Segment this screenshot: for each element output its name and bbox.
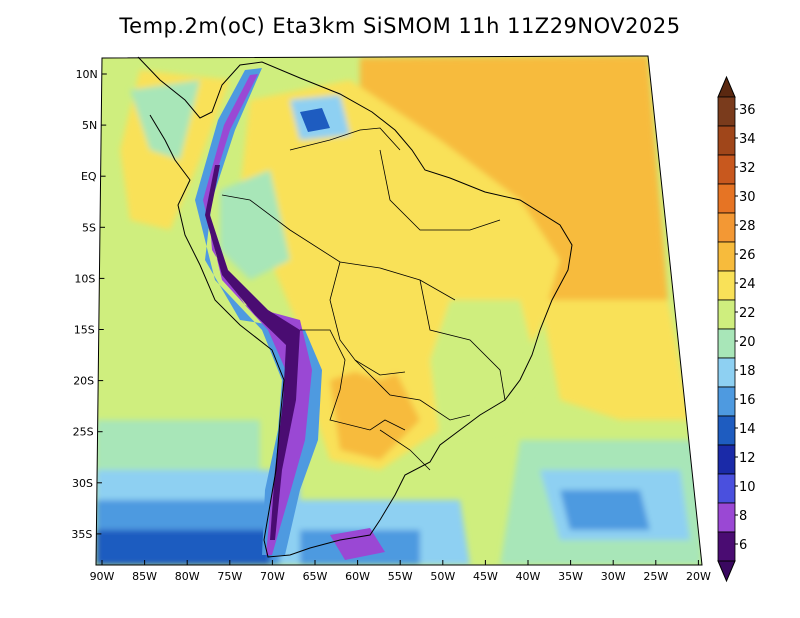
map-frame: [95, 55, 703, 566]
colorbar-label: 24: [739, 277, 756, 292]
temperature-field: [96, 56, 702, 565]
lon-label: 55W: [388, 570, 413, 583]
lon-label: 80W: [175, 570, 200, 583]
colorbar-segment: [717, 531, 736, 562]
lat-label: EQ: [81, 170, 97, 183]
colorbar-top-arrow: [717, 75, 736, 98]
colorbar-label: 32: [739, 161, 756, 176]
colorbar-label: 10: [739, 480, 756, 495]
colorbar-label: 28: [739, 219, 756, 234]
lon-label: 30W: [601, 570, 626, 583]
colorbar-label: 12: [739, 451, 756, 466]
colorbar-label: 8: [739, 509, 747, 524]
coastline: [137, 56, 573, 558]
colorbar-label: 22: [739, 306, 756, 321]
colorbar-segment: [717, 270, 736, 301]
colorbar-segment: [717, 241, 736, 272]
colorbar-label: 36: [739, 103, 756, 118]
colorbar-bottom-arrow: [717, 560, 736, 583]
colorbar-label: 6: [739, 538, 747, 553]
lon-label: 50W: [430, 570, 455, 583]
lon-label: 20W: [686, 570, 711, 583]
colorbar-segment: [717, 183, 736, 214]
colorbar-label: 16: [739, 393, 756, 408]
colorbar-label: 30: [739, 190, 756, 205]
lat-label: 5S: [82, 221, 96, 234]
map-title: Temp.2m(oC) Eta3km SiSMOM 11h 11Z29NOV20…: [119, 14, 681, 38]
colorbar-label: 34: [739, 132, 756, 147]
colorbar-segment: [717, 502, 736, 533]
lat-label: 10N: [76, 68, 98, 81]
longitude-axis: 90W 85W 80W 75W 70W 65W 60W 55W 50W 45W 40W 35W 30W 2…: [90, 560, 711, 583]
lat-label: 5N: [82, 119, 97, 132]
colorbar-segment: [717, 212, 736, 243]
colorbar-label: 14: [739, 422, 756, 437]
country-borders: [221, 127, 506, 471]
lon-label: 65W: [303, 570, 328, 583]
lon-label: 40W: [516, 570, 541, 583]
colorbar-label: 26: [739, 248, 756, 263]
latitude-axis: 10N 5N EQ 5S 10S 15S 20S 25S 30S 35S: [71, 68, 107, 541]
lat-label: 35S: [71, 528, 92, 541]
lon-label: 60W: [345, 570, 370, 583]
colorbar-label: 18: [739, 364, 756, 379]
lon-label: 35W: [558, 570, 583, 583]
colorbar-segment: [717, 125, 736, 156]
lat-label: 15S: [74, 324, 95, 337]
lon-label: 70W: [260, 570, 285, 583]
lon-label: 75W: [217, 570, 242, 583]
colorbar-segment: [717, 96, 736, 127]
lon-label: 90W: [90, 570, 115, 583]
lat-label: 20S: [73, 375, 94, 388]
colorbar-segment: [717, 328, 736, 359]
colorbar-segment: [717, 357, 736, 388]
lat-label: 10S: [74, 272, 95, 285]
lat-label: 30S: [72, 477, 93, 490]
lon-label: 85W: [132, 570, 157, 583]
lon-label: 25W: [643, 570, 668, 583]
colorbar-segment: [717, 299, 736, 330]
colorbar-label: 20: [739, 335, 756, 350]
colorbar: 36 34 32 30 28 26 24 22 20 18 16 14 12 10 8 6: [717, 75, 756, 583]
lon-label: 45W: [473, 570, 498, 583]
colorbar-segment: [717, 415, 736, 446]
colorbar-segment: [717, 473, 736, 504]
colorbar-segment: [717, 444, 736, 475]
colorbar-segment: [717, 154, 736, 185]
colorbar-segment: [717, 386, 736, 417]
lat-label: 25S: [73, 426, 94, 439]
